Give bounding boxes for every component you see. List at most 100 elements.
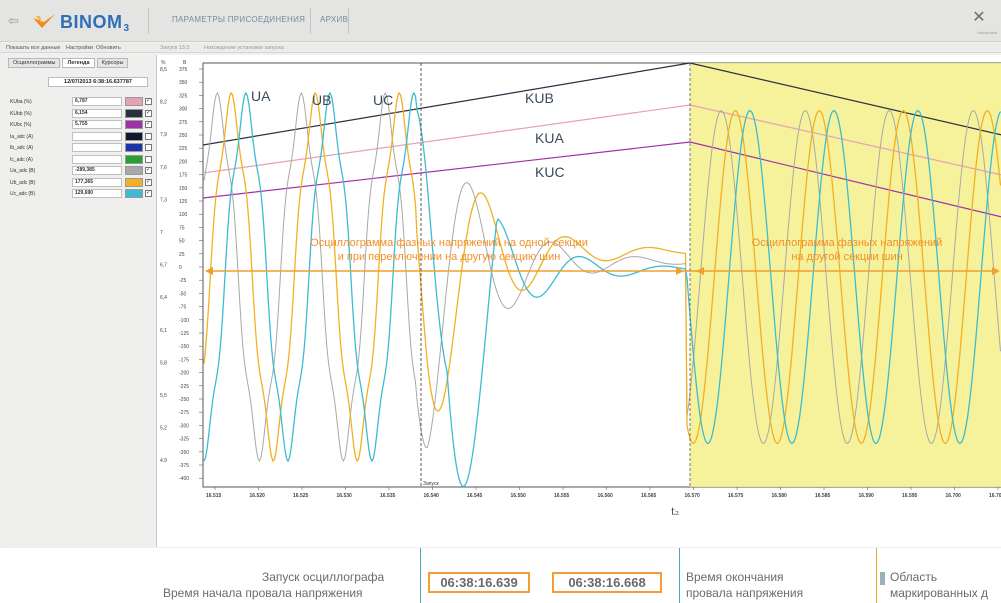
tab-cursors[interactable]: Курсоры	[96, 58, 129, 68]
voltage-tick-label: 50	[179, 239, 185, 245]
y-left-unit: %	[161, 60, 166, 66]
menu-launch[interactable]: Запуск 13:3	[160, 45, 190, 51]
channel-row: Ic_adc (A)	[10, 154, 152, 165]
channel-visibility-checkbox[interactable]	[145, 144, 152, 151]
channel-color-swatch[interactable]	[125, 177, 143, 187]
voltage-tick-label: 150	[179, 186, 188, 192]
time-tick-label: 16.590	[859, 493, 875, 499]
voltage-tick-label: 0	[179, 265, 182, 271]
voltage-tick-label: -275	[179, 410, 189, 416]
voltage-tick-label: 250	[179, 133, 188, 139]
marked-area-swatch	[880, 572, 885, 585]
time-tick-label: 16.555	[554, 493, 570, 499]
channel-name: Ub_adc (В)	[10, 179, 36, 186]
time-tick-label: 16.700	[946, 493, 962, 499]
time-tick-label: 16.595	[902, 493, 918, 499]
arrow-head-left	[205, 267, 213, 275]
channel-visibility-checkbox[interactable]: ✓	[145, 121, 152, 128]
tab-archive[interactable]: Архив	[320, 15, 349, 24]
channel-color-swatch[interactable]	[125, 120, 143, 129]
channel-value: 6,787	[72, 97, 122, 106]
tab-separator	[310, 8, 311, 34]
x-axis-label: t₂	[671, 507, 679, 518]
menu-refresh[interactable]: Обновить	[96, 45, 121, 51]
percent-tick-label: 6,1	[160, 328, 167, 334]
time-tick-label: 16.515	[206, 493, 222, 499]
voltage-tick-label: -100	[179, 318, 189, 324]
channel-name: Ib_adc (A)	[10, 145, 34, 151]
channel-value: 177,365	[72, 177, 122, 187]
time-tick-label: 16.545	[467, 493, 483, 499]
percent-tick-label: 8,5	[160, 67, 167, 73]
voltage-tick-label: -50	[179, 291, 186, 297]
channel-visibility-checkbox[interactable]	[145, 132, 152, 140]
launch-label: Запуск осциллографа	[262, 570, 385, 584]
chart-svg[interactable]: 3753503253002752502252001751501251007550…	[157, 55, 1001, 547]
channel-color-swatch[interactable]	[125, 166, 143, 175]
series-label-ub: UB	[312, 92, 331, 108]
percent-tick-label: 5,5	[160, 393, 167, 399]
channel-visibility-checkbox[interactable]: ✓	[145, 109, 152, 117]
channel-name: Ua_adc (В)	[10, 168, 36, 174]
channel-name: KUba (%)	[10, 99, 32, 105]
percent-tick-label: 4,9	[160, 458, 167, 464]
channel-color-swatch[interactable]	[125, 154, 143, 164]
channel-color-swatch[interactable]	[125, 97, 143, 106]
time-tick-label: 16.570	[685, 493, 701, 499]
back-arrow-icon[interactable]: ⇦	[8, 13, 19, 28]
k-factor-line	[202, 141, 1001, 218]
channel-color-swatch[interactable]	[125, 143, 143, 152]
series-label-kuc: KUC	[535, 164, 565, 180]
app-window: ⇦ BINOM 3 ПАРАМЕТРЫ ПРИСОЕДИНЕНИЯ Архив …	[0, 0, 1001, 548]
channel-visibility-checkbox[interactable]: ✓	[145, 98, 152, 105]
end-time-box: 06:38:16.668	[552, 572, 662, 593]
channel-visibility-checkbox[interactable]: ✓	[145, 167, 152, 174]
time-tick-label: 16.560	[598, 493, 614, 499]
percent-tick-label: 7	[160, 230, 163, 236]
oscillogram-chart[interactable]: 375 350 325 300 275 250 225 200 175 150 125 100 75 50…	[156, 55, 1001, 547]
channel-visibility-checkbox[interactable]: ✓	[145, 190, 152, 197]
tab-legend[interactable]: Легенда	[62, 58, 95, 68]
voltage-tick-label: 200	[179, 159, 188, 165]
channel-name: Uc_adc (В)	[10, 191, 36, 197]
voltage-tick-label: -375	[179, 463, 189, 469]
menu-settings[interactable]: Настройки	[66, 45, 93, 51]
voltage-dip-start-label: Время начала провала напряжения	[163, 586, 363, 600]
time-tick-label: 16.565	[641, 493, 657, 499]
annotation-right-line2: на другой секции шин	[791, 251, 902, 263]
voltage-tick-label: -350	[179, 450, 189, 456]
time-tick-label: 16.550	[511, 493, 527, 499]
channel-value: 129,690	[72, 189, 122, 198]
time-tick-label: 16.530	[337, 493, 353, 499]
panel-tabs: Осциллограммы Легенда Курсоры	[8, 58, 129, 68]
percent-tick-label: 7,6	[160, 165, 167, 171]
annotation-left-line1: Осциллограмма фазных напряжений на одной…	[310, 237, 588, 249]
leader-line-end	[679, 548, 680, 603]
channel-value: 6,154	[72, 108, 122, 118]
channel-visibility-checkbox[interactable]	[145, 155, 152, 163]
logo-bird-icon	[33, 14, 55, 28]
marked-area-label-1: Область	[890, 570, 938, 584]
time-tick-label: 16.535	[380, 493, 396, 499]
tab-connection-parameters[interactable]: ПАРАМЕТРЫ ПРИСОЕДИНЕНИЯ	[172, 15, 306, 24]
channel-row: Uc_adc (В) 129,690 ✓	[10, 189, 152, 199]
voltage-tick-label: -175	[179, 357, 189, 363]
channel-color-swatch[interactable]	[125, 131, 143, 141]
channel-value	[72, 143, 122, 152]
menu-find-launch[interactable]: Нахождение установки запуска	[204, 45, 284, 51]
tab-oscillograms[interactable]: Осциллограммы	[8, 58, 61, 68]
channel-visibility-checkbox[interactable]: ✓	[145, 178, 152, 186]
series-label-kua: KUA	[535, 130, 564, 146]
settings-tools-icon[interactable]: ✕	[972, 9, 986, 26]
cursor-timestamp: 12/07/2013 6:38:16.637787	[48, 77, 148, 87]
menu-show-all[interactable]: Показать все данные	[6, 45, 61, 51]
voltage-tick-label: 75	[179, 225, 185, 231]
title-bar: ⇦ BINOM 3 ПАРАМЕТРЫ ПРИСОЕДИНЕНИЯ Архив …	[0, 0, 1001, 42]
arrow-head-mid-right	[696, 267, 704, 275]
channel-color-swatch[interactable]	[125, 108, 143, 118]
time-tick-label: 16.520	[250, 493, 266, 499]
voltage-tick-label: -150	[179, 344, 189, 350]
leader-line-start	[420, 548, 421, 603]
percent-tick-label: 6,7	[160, 263, 167, 269]
channel-color-swatch[interactable]	[125, 189, 143, 198]
